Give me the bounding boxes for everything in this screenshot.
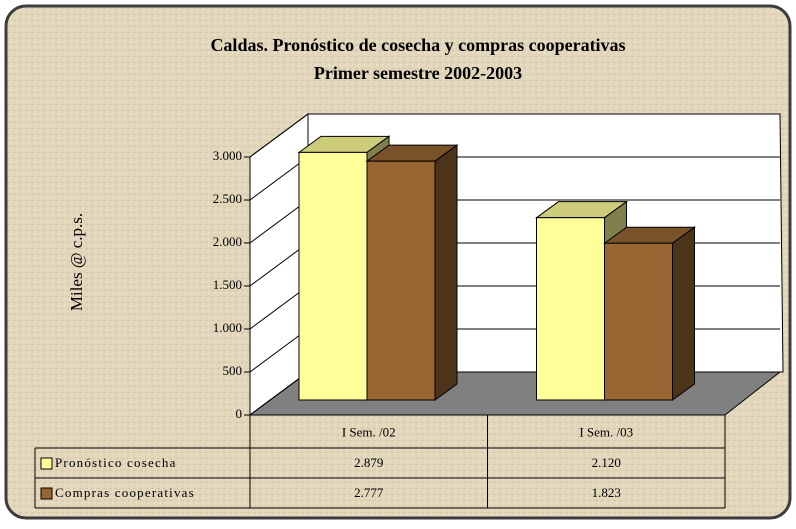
bar-side: [434, 144, 458, 401]
legend-label: Pronóstico cosecha: [55, 455, 177, 470]
bar: [366, 160, 436, 401]
y-tick-label: 1.500: [213, 277, 242, 292]
bar-side: [672, 226, 695, 401]
bar: [536, 217, 605, 401]
chart-subtitle: Primer semestre 2002-2003: [314, 63, 522, 83]
y-axis-label: Miles @ c.p.s.: [67, 213, 86, 311]
data-label: 2.777: [354, 485, 384, 500]
legend-label: Compras cooperativas: [55, 485, 195, 500]
y-tick-label: 2.000: [213, 234, 242, 249]
y-tick-label: 500: [223, 363, 243, 378]
grid-line: [249, 113, 780, 158]
y-tick-label: 3.000: [213, 148, 242, 163]
data-label: 2.879: [354, 455, 383, 470]
bar: [604, 242, 673, 401]
data-label: 2.120: [592, 455, 621, 470]
legend-swatch: [40, 457, 53, 470]
x-tick-label: I Sem. /02: [342, 424, 396, 439]
bar: [298, 151, 368, 401]
y-tick-label: 2.500: [213, 191, 242, 206]
legend-swatch: [40, 487, 53, 500]
chart-title: Caldas. Pronóstico de cosecha y compras …: [210, 35, 625, 55]
y-tick-label: 1.000: [213, 320, 242, 335]
x-tick-label: I Sem. /03: [579, 424, 633, 439]
data-label: 1.823: [592, 485, 621, 500]
y-tick-label: 0: [236, 406, 243, 421]
